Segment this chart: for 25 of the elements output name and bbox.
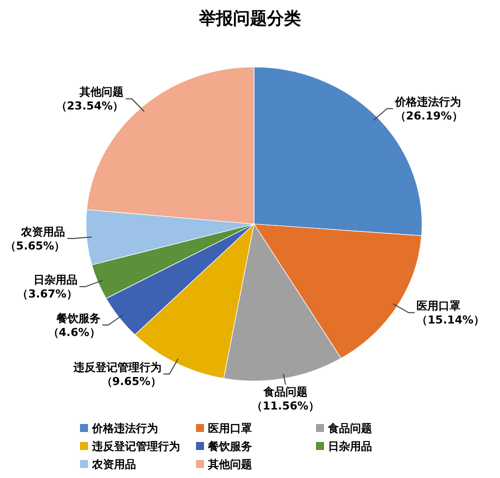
legend-label: 食品问题 xyxy=(327,422,372,435)
legend-label: 餐饮服务 xyxy=(207,440,252,453)
slice-label: 医用口罩 xyxy=(416,300,461,313)
slice-label: 价格违法行为 xyxy=(394,96,462,109)
legend-label: 违反登记管理行为 xyxy=(91,440,180,453)
legend-label: 日杂用品 xyxy=(328,440,372,453)
legend-label: 价格违法行为 xyxy=(91,422,158,435)
data-label: （9.65%） xyxy=(101,375,162,388)
chart-title: 举报问题分类 xyxy=(198,9,301,29)
data-label: （5.65%） xyxy=(5,240,66,253)
legend-label: 农资用品 xyxy=(91,458,136,471)
legend-label: 医用口罩 xyxy=(208,422,252,435)
slice-label: 日杂用品 xyxy=(33,274,78,287)
slice-label: 农资用品 xyxy=(20,226,66,239)
data-label: （15.14%） xyxy=(416,314,484,327)
data-label: （4.6%） xyxy=(48,326,100,340)
slice-label: 其他问题 xyxy=(78,86,124,99)
data-label: （3.67%） xyxy=(17,288,78,301)
slice-label: 违反登记管理行为 xyxy=(72,361,162,374)
slice-label: 餐饮服务 xyxy=(55,312,100,326)
legend-label: 其他问题 xyxy=(207,458,252,471)
data-label: （11.56%） xyxy=(252,400,320,413)
data-label: （26.19%） xyxy=(395,110,463,123)
slice-label: 食品问题 xyxy=(262,386,308,399)
data-label: （23.54%） xyxy=(56,100,124,113)
